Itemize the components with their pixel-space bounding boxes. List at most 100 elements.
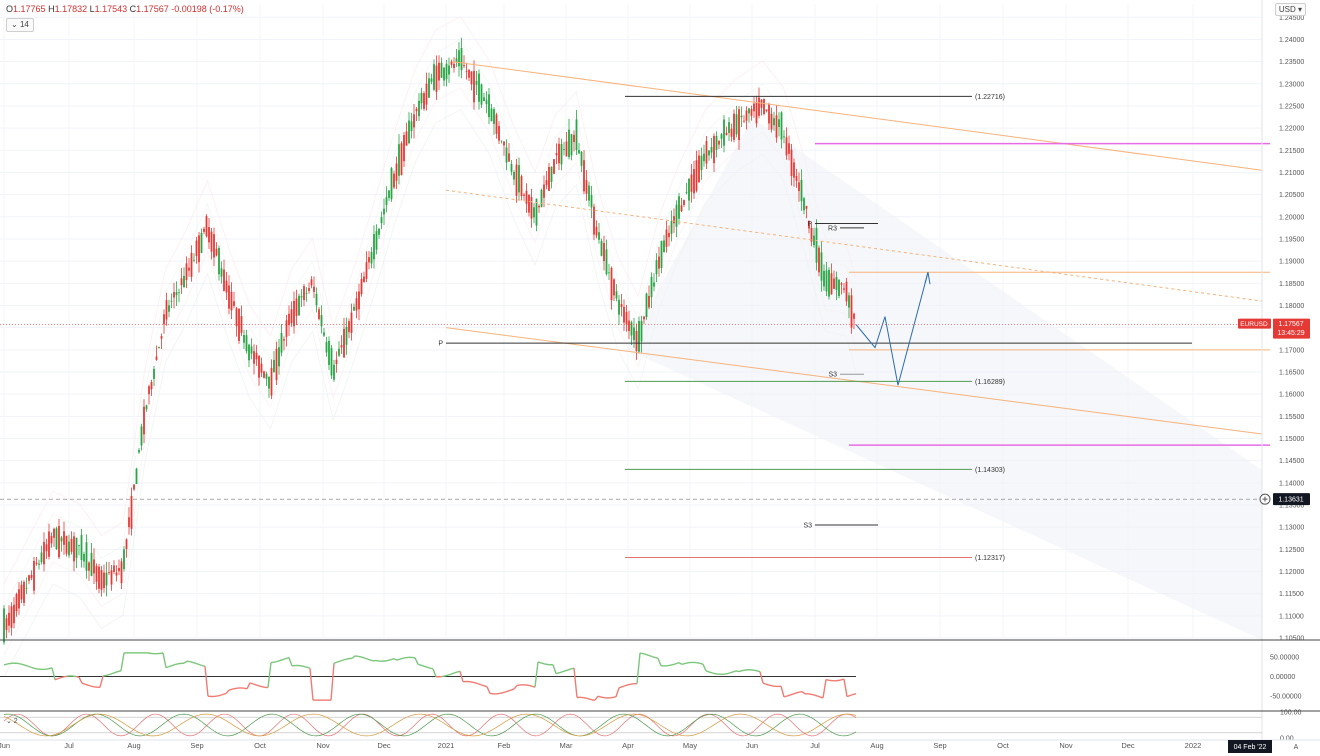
price-tick: 1.10500 — [1279, 636, 1304, 643]
oscillator-segment — [786, 694, 791, 697]
oscillator-segment — [543, 663, 548, 666]
candle — [428, 72, 430, 98]
candle-body — [665, 229, 668, 247]
oscillator-segment — [303, 665, 308, 668]
candle — [248, 343, 250, 368]
band-line — [3, 39, 857, 608]
oscillator-segment — [171, 663, 176, 667]
candle — [850, 288, 853, 334]
candle — [700, 147, 703, 180]
oscillator-segment — [555, 672, 560, 675]
candle-body — [513, 171, 515, 180]
auto-scale-button[interactable]: A — [1294, 744, 1299, 751]
candle — [325, 336, 328, 357]
candle — [75, 537, 78, 568]
candle-body — [178, 292, 180, 294]
candle — [663, 235, 665, 253]
candle-body — [388, 190, 390, 198]
candle — [788, 135, 790, 161]
candle-body — [780, 112, 783, 140]
candle — [290, 301, 293, 327]
candle — [383, 198, 385, 225]
candle-body — [238, 308, 240, 341]
currency-selector[interactable]: USD ▾ — [1274, 3, 1306, 16]
candle-body — [625, 312, 628, 324]
candle — [30, 570, 33, 581]
candle-body — [690, 174, 693, 192]
candle — [108, 562, 110, 575]
candle — [568, 118, 570, 160]
candle — [115, 565, 118, 582]
candle — [153, 365, 155, 387]
candle-body — [533, 207, 535, 218]
candle-body — [303, 286, 305, 301]
oscillator-segment — [726, 672, 731, 675]
candle-body — [93, 559, 95, 574]
candle-body — [450, 61, 453, 65]
candle-body — [205, 216, 208, 237]
candle — [215, 242, 218, 257]
ohlc-item: L1.17543 — [89, 4, 130, 14]
oscillator-segment — [285, 656, 290, 660]
candle — [35, 556, 38, 566]
candle-body — [655, 260, 658, 275]
candle — [365, 251, 368, 283]
candle — [370, 247, 373, 269]
candle-body — [115, 572, 118, 576]
indicator-collapse-button[interactable]: ⌄ 14 — [6, 18, 34, 32]
candle — [433, 59, 435, 92]
candle — [705, 135, 708, 170]
candle-body — [328, 340, 330, 365]
candle-body — [363, 276, 365, 283]
candle — [800, 169, 803, 211]
candle-body — [505, 147, 508, 163]
candle — [483, 93, 485, 102]
candle-body — [340, 345, 343, 348]
candle-body — [188, 267, 190, 271]
oscillator-segment — [333, 661, 338, 664]
candle-body — [558, 143, 560, 164]
oscillator-segment — [222, 692, 227, 696]
trendline-mid — [445, 189, 1263, 302]
candle — [670, 210, 673, 242]
candle — [195, 236, 198, 264]
candle — [300, 289, 303, 307]
level-line: P — [807, 221, 878, 228]
candle-body — [818, 247, 820, 273]
candle — [478, 69, 480, 110]
candle-body — [748, 108, 750, 114]
candle-body — [660, 241, 663, 269]
oscillator-segment — [567, 668, 572, 671]
candle-body — [673, 216, 675, 224]
oscillator-segment — [612, 696, 617, 699]
oscillator-segment — [165, 665, 170, 669]
candle-body — [273, 359, 275, 373]
oscillator-segment — [159, 652, 164, 655]
candle — [508, 142, 510, 163]
candle — [413, 104, 415, 139]
candle — [653, 273, 655, 292]
candle-body — [190, 252, 193, 277]
ohlc-legend: O1.17765 H1.17832 L1.17543 C1.17567 -0.0… — [6, 4, 244, 14]
candle — [635, 323, 638, 360]
candle-body — [530, 197, 533, 219]
candle-body — [375, 231, 378, 250]
candle — [813, 227, 815, 248]
candle-body — [770, 113, 773, 130]
candle-body — [518, 165, 520, 193]
oscillator-segment — [624, 684, 629, 687]
oscillator-segment — [351, 655, 356, 659]
candle — [673, 208, 675, 233]
price-tick: 1.24500 — [1279, 15, 1304, 22]
candle — [853, 312, 855, 330]
candle — [613, 278, 615, 302]
candle — [525, 183, 528, 213]
candle — [555, 143, 558, 165]
candle-body — [195, 240, 198, 257]
candle — [820, 241, 823, 292]
ohlc-item: H1.17832 — [48, 4, 90, 14]
level-line: S3 — [828, 372, 864, 379]
candle-body — [138, 450, 140, 453]
candle-body — [608, 272, 610, 274]
